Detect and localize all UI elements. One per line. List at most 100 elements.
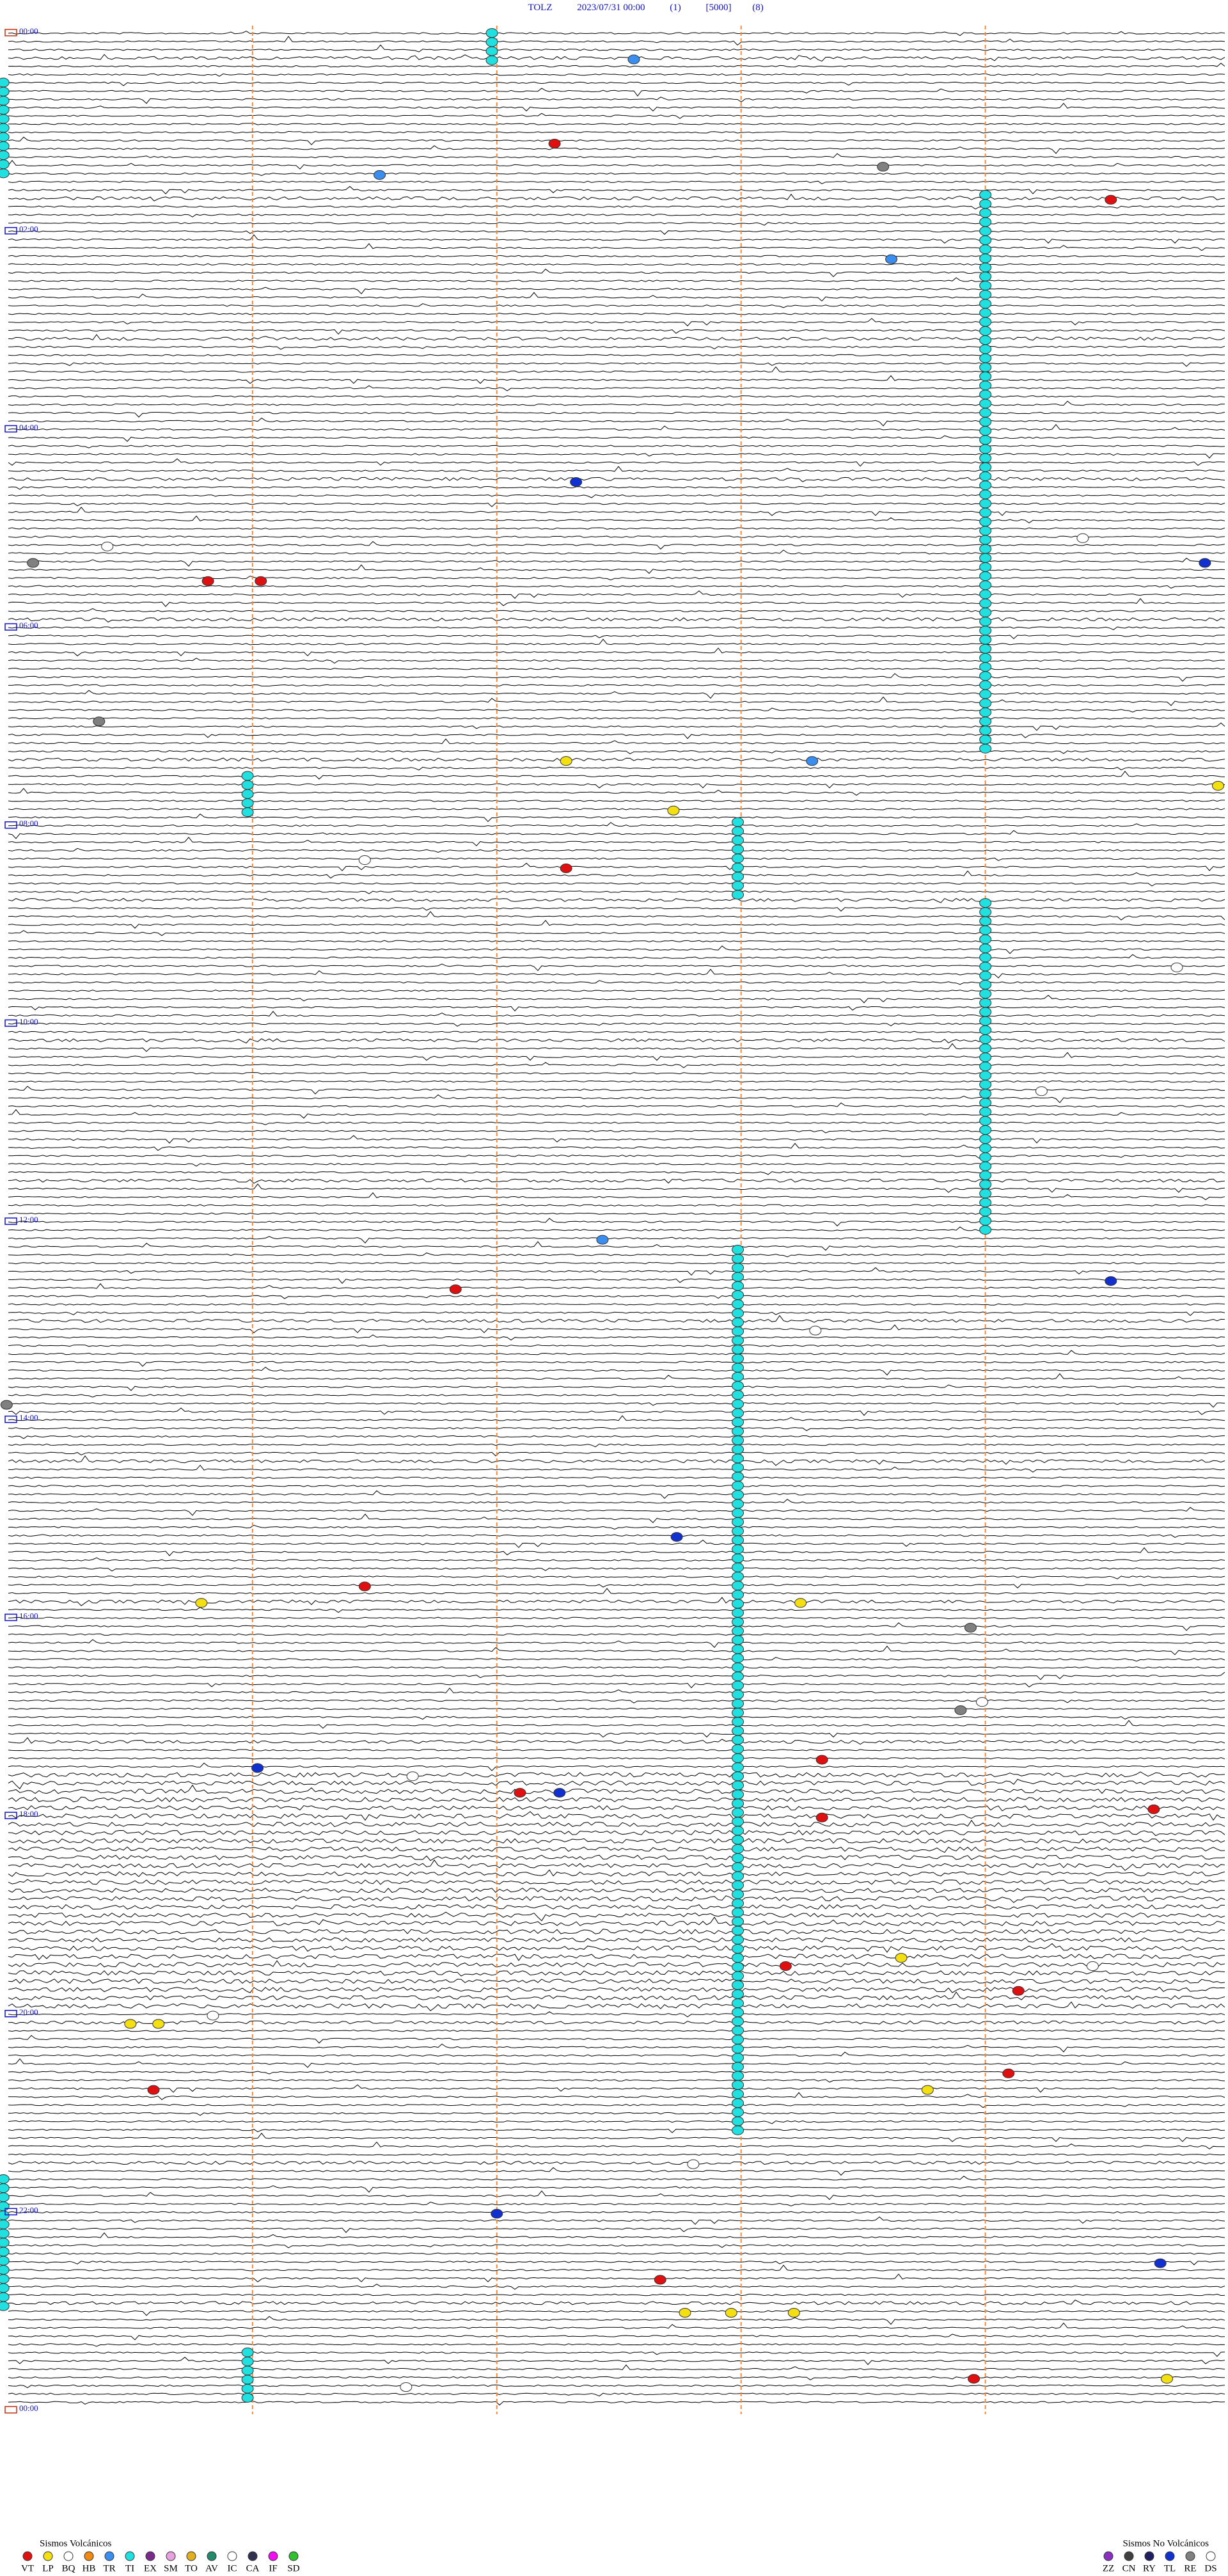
trace — [8, 1267, 1225, 1276]
event-marker — [732, 1962, 744, 1972]
legend-title: Sismos No Volcánicos — [1123, 2538, 1209, 2548]
event-marker — [374, 170, 386, 180]
trace — [8, 1476, 1225, 1479]
trace — [8, 995, 1225, 1004]
label-box — [4, 29, 17, 36]
event-marker — [732, 1817, 744, 1827]
trace — [8, 2092, 1225, 2100]
event-marker — [979, 743, 992, 754]
trace — [8, 287, 1225, 295]
event-marker — [241, 2366, 254, 2376]
event-marker — [406, 1771, 419, 1782]
event-marker — [979, 916, 992, 926]
trace — [8, 1038, 1225, 1044]
event-marker — [596, 1235, 609, 1245]
trace — [8, 980, 1225, 985]
event-marker — [732, 1844, 744, 1854]
event-marker — [0, 2174, 10, 2184]
event-marker — [732, 1608, 744, 1618]
trace — [8, 1022, 1225, 1027]
trace — [8, 123, 1225, 125]
trace — [8, 1732, 1225, 1738]
event-marker — [806, 756, 819, 766]
trace — [8, 458, 1225, 467]
station: TOLZ — [528, 3, 552, 13]
trace — [8, 920, 1225, 929]
trace — [8, 1960, 1225, 1968]
trace — [8, 1072, 1225, 1075]
event-marker — [732, 1590, 744, 1600]
event-marker — [1012, 1986, 1025, 1996]
trace — [8, 734, 1225, 739]
trace — [8, 989, 1225, 992]
legend-swatch — [1144, 2551, 1154, 2561]
event-marker — [979, 253, 992, 264]
trace — [8, 807, 1225, 810]
event-marker — [1170, 962, 1183, 972]
event-marker — [679, 2307, 691, 2318]
event-marker — [732, 1308, 744, 1318]
trace — [8, 2264, 1225, 2272]
event-marker — [979, 1043, 992, 1054]
trace — [8, 1687, 1225, 1694]
trace — [8, 890, 1225, 894]
event-marker — [732, 2044, 744, 2054]
event-marker — [732, 1644, 744, 1654]
event-marker — [979, 998, 992, 1008]
event-marker — [979, 390, 992, 400]
trace — [8, 1671, 1225, 1680]
event-marker — [93, 716, 106, 727]
event-marker — [732, 1753, 744, 1763]
event-marker — [732, 1490, 744, 1500]
trace — [8, 1916, 1225, 1926]
trace — [8, 857, 1225, 861]
trace — [8, 159, 1225, 170]
event-marker — [560, 863, 572, 873]
event-marker — [979, 1161, 992, 1171]
event-marker — [979, 1143, 992, 1153]
trace — [8, 2185, 1225, 2193]
label-box — [4, 1812, 17, 1819]
trace — [8, 1295, 1225, 1299]
trace — [8, 1666, 1225, 1669]
time-label: 18:00 — [19, 1809, 38, 1819]
event-marker — [979, 444, 992, 454]
legend-swatch — [104, 2551, 114, 2561]
time-label: 10:00 — [19, 1016, 38, 1026]
legend-swatch — [288, 2551, 299, 2561]
trace — [8, 1261, 1225, 1265]
trace — [8, 1183, 1225, 1193]
trace — [8, 2201, 1225, 2207]
label-box — [4, 2208, 17, 2216]
trace — [8, 502, 1225, 507]
trace — [8, 897, 1225, 903]
event-marker — [732, 1762, 744, 1773]
trace — [8, 375, 1225, 384]
trace — [8, 1513, 1225, 1524]
trace — [8, 1784, 1225, 1794]
trace — [8, 684, 1225, 687]
event-marker — [124, 2019, 137, 2029]
event-marker — [732, 2116, 744, 2126]
event-marker — [732, 890, 744, 900]
trace — [8, 1324, 1225, 1334]
trace — [8, 1819, 1225, 1828]
trace — [8, 1737, 1225, 1745]
event-marker — [0, 2229, 10, 2239]
event-marker — [732, 2080, 744, 2090]
event-marker — [0, 2238, 10, 2248]
event-marker — [147, 2085, 160, 2095]
legend-swatch — [1124, 2551, 1134, 2561]
event-marker — [779, 1961, 792, 1972]
event-marker — [895, 1953, 908, 1963]
event-marker — [979, 1134, 992, 1144]
label-box — [4, 1415, 17, 1423]
trace — [8, 1031, 1225, 1034]
trace — [8, 2035, 1225, 2044]
trace — [8, 2252, 1225, 2255]
event-marker — [732, 1726, 744, 1736]
trace — [8, 334, 1225, 341]
trace — [8, 963, 1225, 972]
legend-swatch — [63, 2551, 74, 2561]
trace — [8, 2211, 1225, 2214]
